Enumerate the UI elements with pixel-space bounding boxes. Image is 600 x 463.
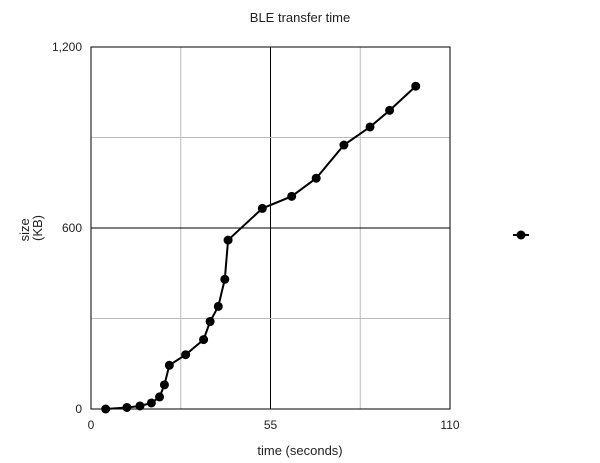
chart-title: BLE transfer time: [250, 10, 350, 25]
data-point: [257, 203, 267, 213]
plot-frame: [90, 46, 451, 410]
data-point: [205, 317, 215, 327]
data-point: [220, 274, 230, 284]
y-tick-labels: 0 600 1,200: [52, 40, 82, 416]
x-tick-labels: 0 55 110: [88, 418, 460, 432]
x-tick-label: 110: [440, 418, 459, 432]
y-tick-label: 600: [62, 221, 82, 235]
x-axis-title: time (seconds): [257, 443, 342, 458]
data-point: [385, 105, 395, 115]
data-point: [287, 191, 297, 201]
data-point: [181, 350, 191, 360]
y-tick-label: 1,200: [52, 40, 82, 54]
legend-marker: [516, 230, 526, 240]
grid: [91, 47, 450, 409]
y-tick-label: 0: [75, 402, 82, 416]
data-point: [213, 301, 223, 311]
data-point: [146, 398, 156, 408]
data-point: [365, 122, 375, 132]
legend: [513, 230, 529, 240]
y-axis-title-line-2: (KB): [30, 215, 45, 241]
y-axis-title: size (KB): [17, 215, 45, 242]
y-axis-title-line-1: size: [17, 218, 32, 241]
data-point: [311, 173, 321, 183]
data-point: [101, 404, 111, 414]
data-point: [339, 140, 349, 150]
data-point: [122, 402, 132, 412]
data-point: [223, 235, 233, 245]
x-tick-label: 0: [88, 418, 95, 432]
series-line: [105, 85, 417, 410]
x-tick-label: 55: [264, 418, 278, 432]
data-point: [199, 335, 209, 345]
data-point: [164, 360, 174, 370]
data-point: [159, 380, 169, 390]
data-point: [135, 401, 145, 411]
series-0: [101, 81, 421, 414]
data-point: [411, 81, 421, 91]
data-point: [155, 392, 165, 402]
